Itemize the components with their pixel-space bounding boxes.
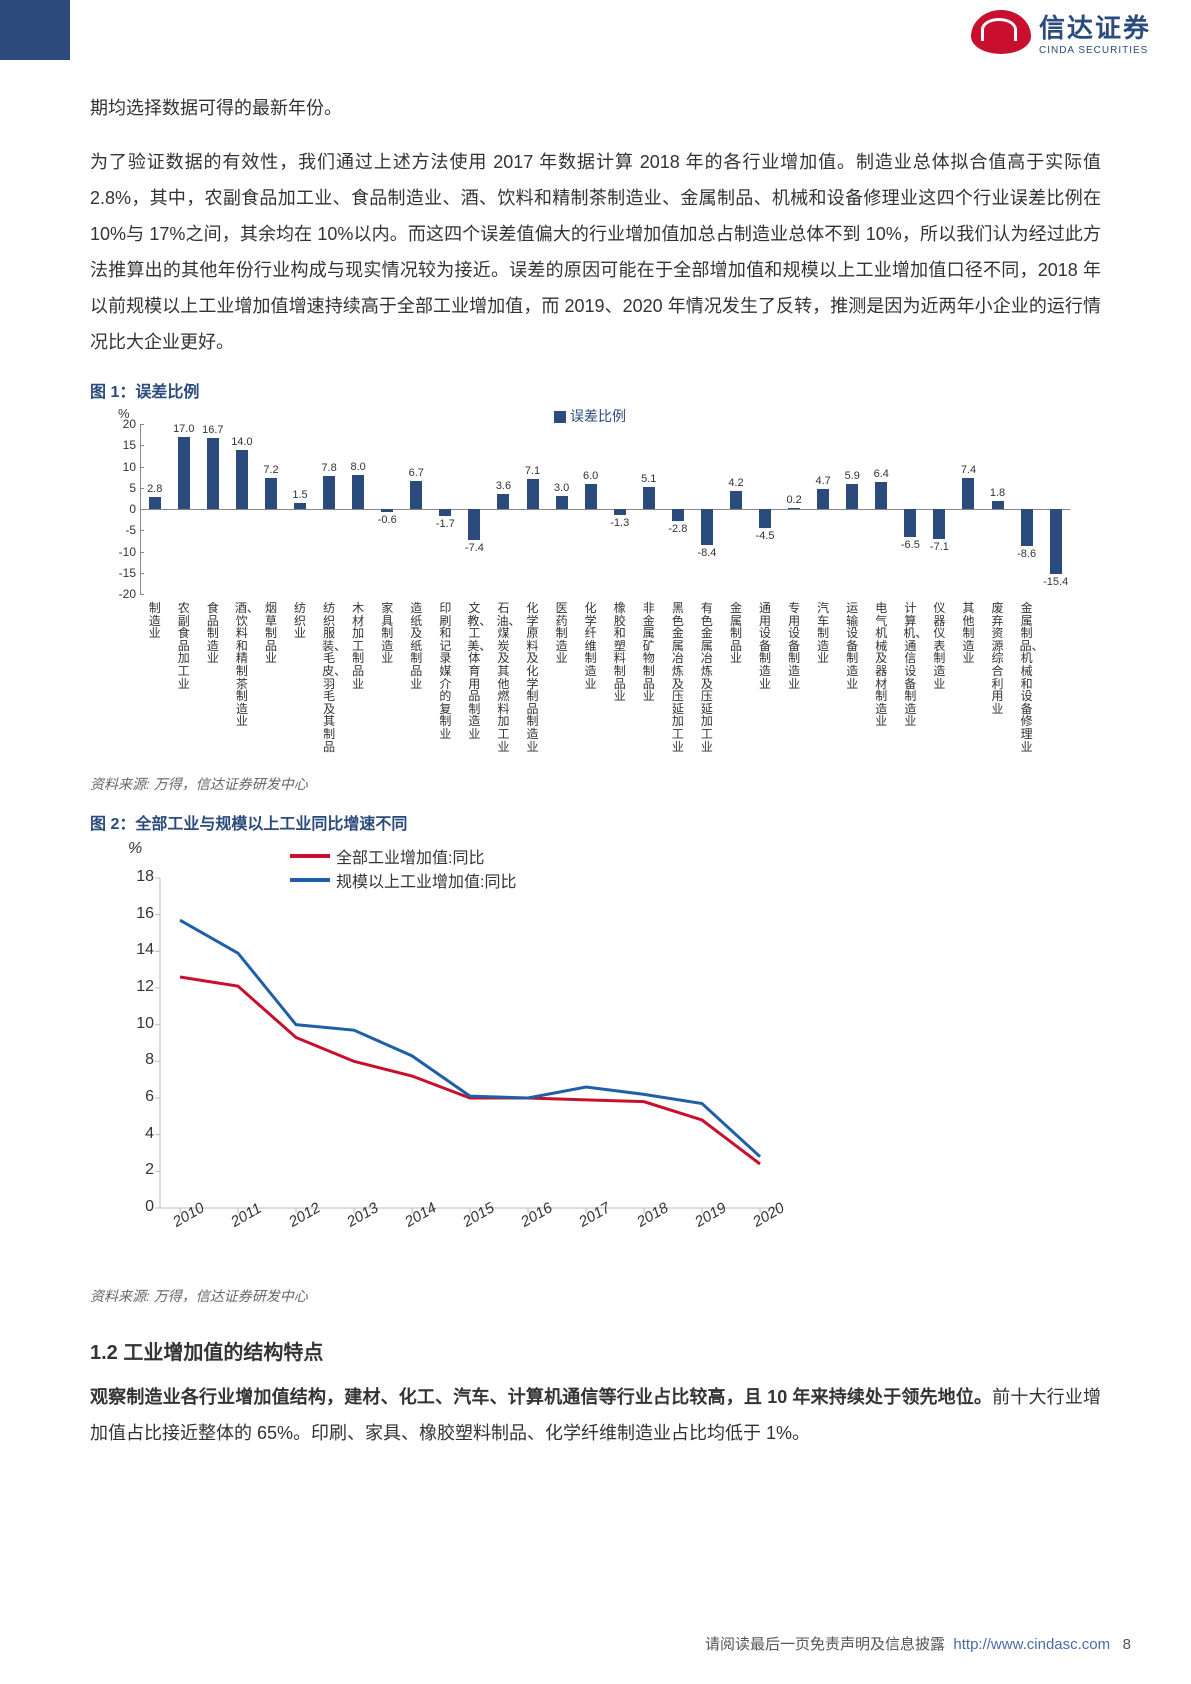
chart1-plot-area: 2.817.016.714.07.21.57.88.0-0.66.7-1.7-7… <box>140 424 1070 594</box>
brand-logo: 信达证券 CINDA SECURITIES <box>971 8 1151 56</box>
main-paragraph: 为了验证数据的有效性，我们通过上述方法使用 2017 年数据计算 2018 年的… <box>90 144 1101 360</box>
chart1-legend-label: 误差比例 <box>570 408 626 424</box>
chart2-svg <box>160 878 780 1208</box>
brand-logo-icon <box>971 10 1031 54</box>
brand-name-en: CINDA SECURITIES <box>1039 45 1151 56</box>
top-bar-accent <box>0 0 70 60</box>
chart1-bar-chart: 误差比例 % 2.817.016.714.07.21.57.88.0-0.66.… <box>90 406 1090 766</box>
section-paragraph: 观察制造业各行业增加值结构，建材、化工、汽车、计算机通信等行业占比较高，且 10… <box>90 1379 1101 1451</box>
chart2-plot-area <box>160 878 780 1208</box>
intro-paragraph: 期均选择数据可得的最新年份。 <box>90 90 1101 126</box>
chart2-line-chart: % 全部工业增加值:同比规模以上工业增加值:同比 024681012141618… <box>90 838 810 1278</box>
chart2-source: 资料来源: 万得，信达证券研发中心 <box>90 1286 1101 1306</box>
page-footer: 请阅读最后一页免责声明及信息披露 http://www.cindasc.com … <box>705 1633 1131 1654</box>
footer-link[interactable]: http://www.cindasc.com <box>953 1636 1110 1653</box>
top-bar: 信达证券 CINDA SECURITIES <box>0 0 1191 60</box>
chart1-legend: 误差比例 <box>554 406 626 426</box>
section-paragraph-bold: 观察制造业各行业增加值结构，建材、化工、汽车、计算机通信等行业占比较高，且 10… <box>90 1387 992 1407</box>
brand-name-cn: 信达证券 <box>1039 8 1151 45</box>
top-bar-main: 信达证券 CINDA SECURITIES <box>70 0 1191 60</box>
footer-page-number: 8 <box>1123 1636 1131 1653</box>
brand-logo-text: 信达证券 CINDA SECURITIES <box>1039 8 1151 56</box>
chart1-title: 图 1：误差比例 <box>90 378 1101 402</box>
chart2-title: 图 2：全部工业与规模以上工业同比增速不同 <box>90 810 1101 834</box>
page-content: 期均选择数据可得的最新年份。 为了验证数据的有效性，我们通过上述方法使用 201… <box>0 60 1191 1451</box>
section-heading: 1.2 工业增加值的结构特点 <box>90 1336 1101 1365</box>
chart2-y-unit: % <box>128 840 142 858</box>
chart1-source: 资料来源: 万得，信达证券研发中心 <box>90 774 1101 794</box>
footer-text: 请阅读最后一页免责声明及信息披露 <box>705 1636 945 1653</box>
